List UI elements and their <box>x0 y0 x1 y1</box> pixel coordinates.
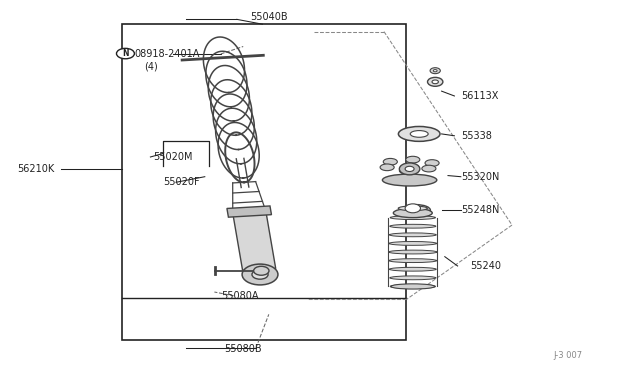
Text: 08918-2401A: 08918-2401A <box>134 49 200 59</box>
Text: 56210K: 56210K <box>17 164 54 174</box>
Ellipse shape <box>398 126 440 141</box>
Text: 55248N: 55248N <box>461 205 499 215</box>
Ellipse shape <box>410 131 428 137</box>
Ellipse shape <box>402 205 430 216</box>
Text: N: N <box>122 49 129 58</box>
Ellipse shape <box>389 267 436 271</box>
Ellipse shape <box>389 233 436 237</box>
Circle shape <box>430 68 440 74</box>
Polygon shape <box>227 206 271 217</box>
Ellipse shape <box>390 285 435 288</box>
Ellipse shape <box>391 284 435 289</box>
Circle shape <box>433 70 437 72</box>
Text: 55020F: 55020F <box>163 177 200 187</box>
Circle shape <box>432 80 438 84</box>
Text: 55040B: 55040B <box>250 12 287 22</box>
Ellipse shape <box>398 206 428 211</box>
Circle shape <box>242 264 278 285</box>
Circle shape <box>410 206 422 214</box>
Ellipse shape <box>422 165 436 172</box>
Ellipse shape <box>383 158 397 165</box>
Text: J-3 007: J-3 007 <box>554 351 583 360</box>
Ellipse shape <box>390 216 435 219</box>
Ellipse shape <box>406 156 420 163</box>
Ellipse shape <box>390 276 436 280</box>
Ellipse shape <box>388 250 437 254</box>
Text: 55020M: 55020M <box>154 152 193 162</box>
Text: 55320N: 55320N <box>461 172 499 182</box>
Circle shape <box>405 204 420 213</box>
Text: 55080B: 55080B <box>225 344 262 354</box>
Bar <box>122 24 406 340</box>
Ellipse shape <box>394 208 432 218</box>
Text: 55240: 55240 <box>470 261 501 271</box>
Circle shape <box>252 270 268 279</box>
Ellipse shape <box>399 167 413 174</box>
Text: 56113X: 56113X <box>461 91 498 101</box>
Circle shape <box>399 163 420 175</box>
Text: 55080A: 55080A <box>221 291 259 301</box>
Circle shape <box>253 266 269 275</box>
Circle shape <box>428 77 443 86</box>
Ellipse shape <box>390 224 436 228</box>
Text: 55338: 55338 <box>461 131 492 141</box>
Ellipse shape <box>382 174 436 186</box>
Polygon shape <box>232 209 276 270</box>
Circle shape <box>405 166 414 171</box>
Circle shape <box>116 48 134 59</box>
Ellipse shape <box>380 164 394 171</box>
Ellipse shape <box>425 160 439 166</box>
Ellipse shape <box>389 241 436 246</box>
Text: (4): (4) <box>144 61 157 71</box>
Ellipse shape <box>389 259 436 263</box>
